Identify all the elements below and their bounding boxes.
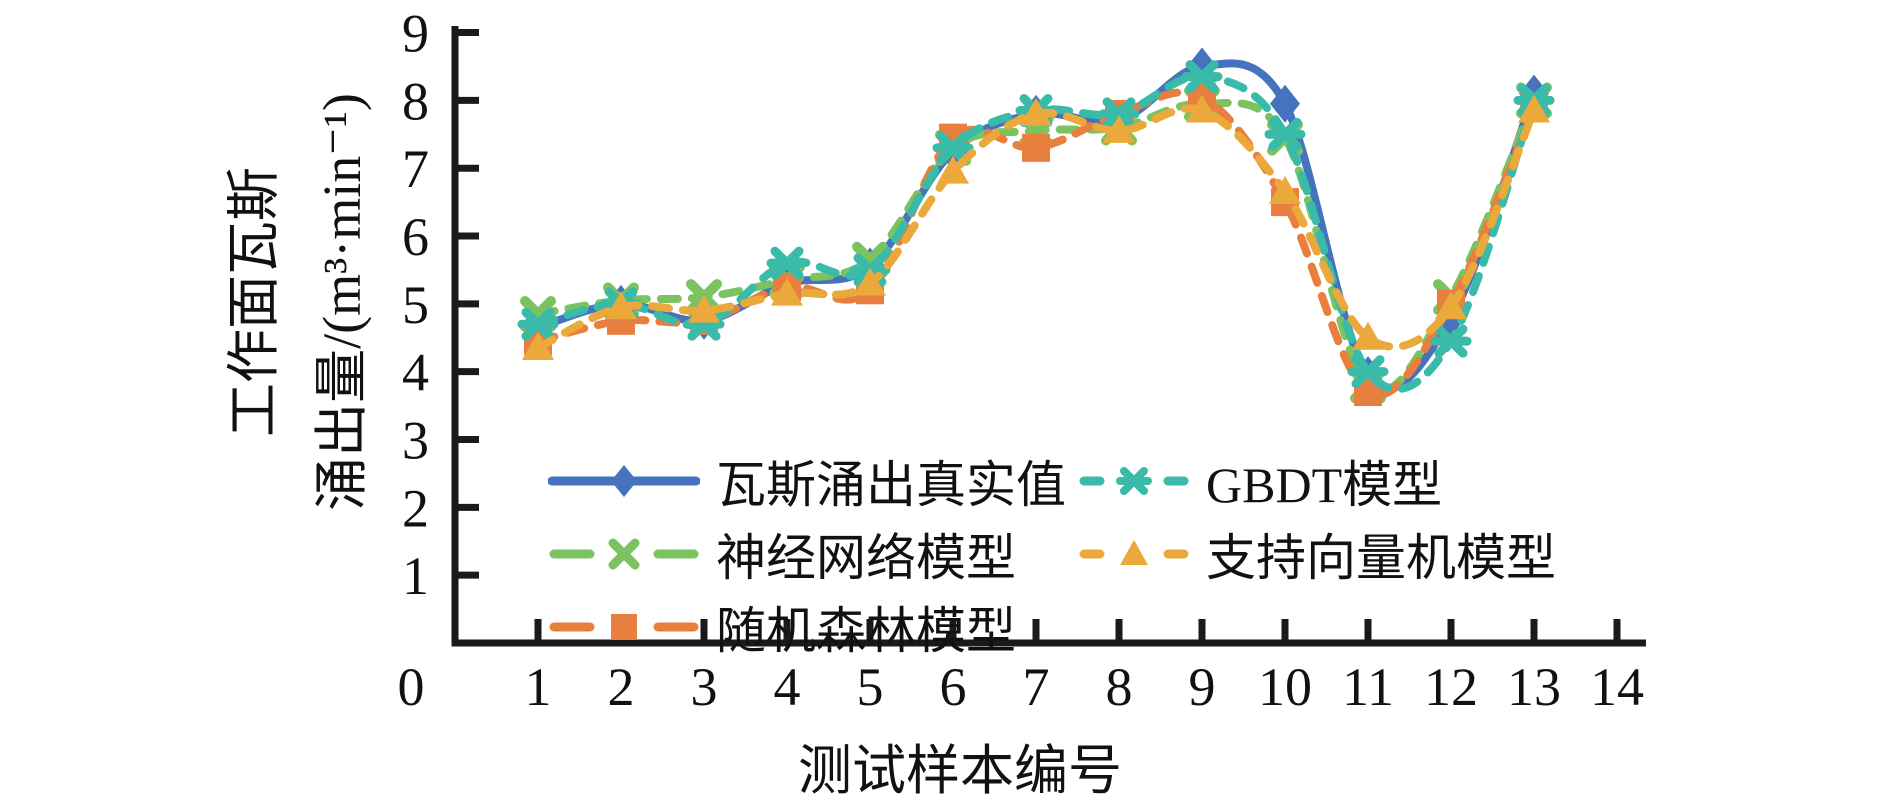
data-point-marker — [1264, 117, 1306, 151]
data-point-marker — [937, 155, 969, 184]
legend-marker-actual — [548, 461, 700, 501]
data-point-marker — [1186, 94, 1218, 123]
legend-marker-gbdt — [1078, 461, 1190, 501]
data-point-marker — [522, 331, 554, 360]
data-point-marker — [1270, 84, 1300, 123]
series-line — [534, 72, 1538, 394]
x-tick-label: 10 — [1258, 657, 1312, 717]
data-point-marker — [1022, 133, 1050, 162]
series-4 — [522, 94, 1550, 360]
data-point-marker — [688, 294, 720, 323]
legend-column-2: GBDT模型 支持向量机模型 — [1078, 444, 1556, 590]
data-point-marker — [1020, 97, 1052, 126]
x-tick-label: 14 — [1590, 657, 1644, 717]
x-tick-label: 1 — [525, 657, 552, 717]
data-point-marker — [1103, 114, 1135, 143]
data-point-marker — [766, 246, 808, 280]
y-tick-label: 6 — [402, 207, 429, 267]
x-tick-label: 9 — [1189, 657, 1216, 717]
x-tick-label: 12 — [1424, 657, 1478, 717]
series-line — [534, 104, 1538, 352]
x-tick-label: 11 — [1342, 657, 1394, 717]
legend-item-neural-network: 神经网络模型 — [548, 517, 1066, 590]
legend-item-gbdt: GBDT模型 — [1078, 444, 1556, 517]
data-point-marker — [1347, 355, 1389, 389]
data-point-marker — [932, 131, 974, 165]
legend-item-actual: 瓦斯涌出真实值 — [548, 444, 1066, 517]
y-tick-label: 7 — [402, 139, 429, 199]
legend-item-random-forest: 随机森林模型 — [548, 590, 1066, 663]
x-tick-label: 0 — [398, 657, 425, 717]
y-tick-label: 5 — [402, 275, 429, 335]
x-tick-label: 5 — [857, 657, 884, 717]
legend-label-random-forest: 随机森林模型 — [716, 602, 1016, 659]
y-axis-title: 工作面瓦斯 涌出量/(m³·min⁻¹) — [210, 0, 390, 614]
data-point-marker — [854, 267, 886, 296]
legend-marker-neural-network — [548, 534, 700, 574]
x-tick-label: 4 — [774, 657, 801, 717]
y-axis-title-line2: 涌出量/(m³·min⁻¹) — [312, 93, 372, 511]
data-point-marker — [1352, 321, 1384, 350]
legend-label-gbdt: GBDT模型 — [1206, 456, 1443, 513]
data-point-marker — [1518, 94, 1550, 123]
data-point-marker — [605, 291, 637, 320]
y-tick-label: 2 — [402, 478, 429, 538]
legend-marker-random-forest — [548, 607, 700, 647]
data-point-marker — [771, 277, 803, 306]
x-axis-title: 测试样本编号 — [798, 741, 1122, 801]
legend-label-neural-network: 神经网络模型 — [716, 529, 1016, 586]
data-point-marker — [1098, 97, 1140, 131]
x-tick-label: 8 — [1106, 657, 1133, 717]
y-tick-label: 1 — [402, 546, 429, 606]
legend-label-svm: 支持向量机模型 — [1206, 529, 1556, 586]
x-tick-label: 6 — [940, 657, 967, 717]
data-point-marker — [1435, 291, 1467, 320]
y-tick-label: 9 — [402, 4, 429, 64]
data-point-marker — [1269, 175, 1301, 204]
y-tick-label: 4 — [402, 343, 429, 403]
data-point-marker — [1181, 60, 1223, 94]
axes — [451, 26, 1646, 647]
x-tick-label: 3 — [691, 657, 718, 717]
y-tick-label: 8 — [402, 71, 429, 131]
data-point-marker — [517, 307, 559, 341]
legend-column-1: 瓦斯涌出真实值 神经网络模型 随机森林模型 — [548, 444, 1066, 663]
legend-label-actual: 瓦斯涌出真实值 — [716, 456, 1066, 513]
y-axis-title-line1: 工作面瓦斯 — [224, 167, 284, 437]
legend-item-svm: 支持向量机模型 — [1078, 517, 1556, 590]
data-point-marker — [1430, 324, 1472, 358]
x-tick-label: 13 — [1507, 657, 1561, 717]
x-tick-label: 2 — [608, 657, 635, 717]
legend-marker-svm — [1078, 534, 1190, 574]
x-tick-label: 7 — [1023, 657, 1050, 717]
y-tick-label: 3 — [402, 411, 429, 471]
